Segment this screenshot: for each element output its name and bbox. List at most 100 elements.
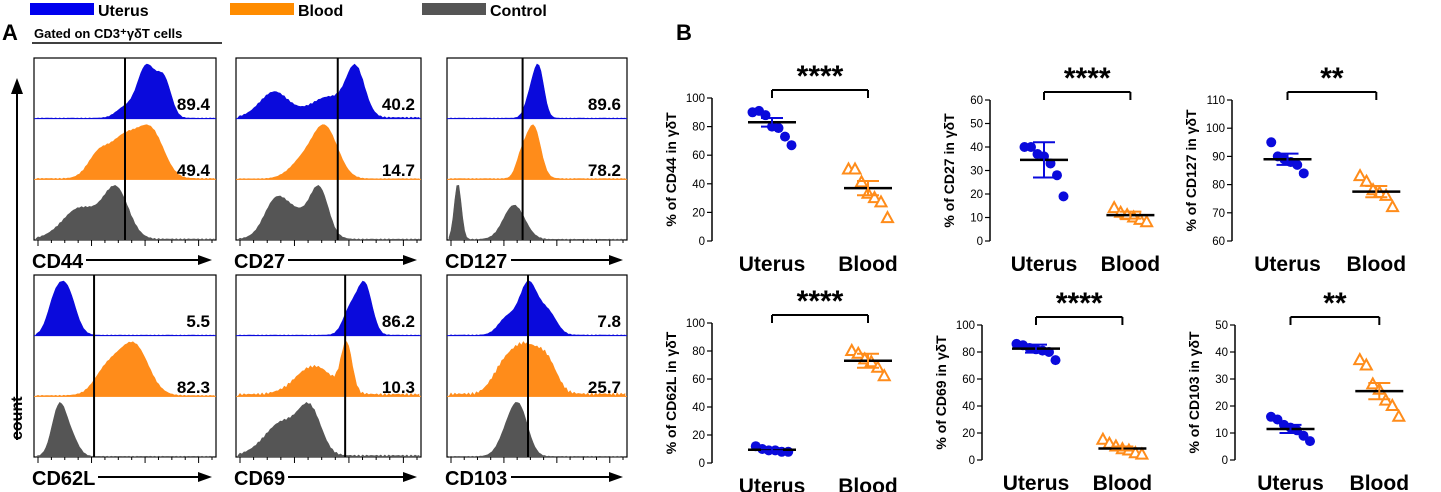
- significance-stars: **: [1323, 287, 1347, 320]
- histogram-frame: [235, 274, 422, 458]
- scatter-plot-4: 0 20 40 60 80 100 % of CD62L in γδT Uterus Blood…: [663, 285, 898, 492]
- histogram-cd44-marker-label: CD44: [32, 251, 84, 273]
- y-tick-label: 90: [1212, 151, 1225, 163]
- y-tick-label: 20: [1215, 401, 1228, 413]
- y-axis-label: % of CD62L in γδT: [663, 331, 679, 454]
- histogram-x-axis-arrowhead: [198, 472, 212, 482]
- x-category-label: Uterus: [1254, 253, 1321, 276]
- gating-label: Gated on CD3⁺γδT cells: [34, 26, 182, 41]
- y-tick-label: 80: [962, 347, 975, 359]
- data-point-blood: [1134, 446, 1150, 460]
- data-point-uterus: [1052, 170, 1062, 181]
- y-axis-label: % of CD127 in γδT: [1183, 109, 1199, 232]
- x-category-label: Blood: [1101, 253, 1160, 276]
- count-axis-label: count: [9, 396, 26, 440]
- data-point-blood: [1095, 431, 1111, 445]
- histogram-x-axis-arrowhead: [403, 472, 417, 482]
- histogram-cd69-control-curve: [237, 401, 420, 458]
- y-tick-label: 30: [970, 166, 983, 178]
- x-category-label: Blood: [1347, 253, 1406, 276]
- y-tick-label: 0: [1222, 455, 1228, 467]
- histogram-cd27-uterus-value: 40.2: [382, 95, 415, 114]
- x-category-label: Uterus: [1003, 472, 1070, 492]
- y-tick-label: 20: [692, 430, 705, 442]
- count-axis: count: [9, 78, 26, 440]
- histogram-cd69-marker-label: CD69: [234, 468, 285, 490]
- histogram-cd69-uterus-curve: [237, 280, 420, 337]
- y-tick-label: 10: [970, 213, 983, 225]
- data-point-blood: [1352, 168, 1368, 182]
- histogram-cd44: 89.4 49.4 CD44: [32, 57, 217, 273]
- y-tick-label: 10: [1215, 428, 1228, 440]
- histogram-cd27-blood-value: 14.7: [382, 161, 415, 180]
- data-point-uterus: [773, 123, 784, 134]
- x-category-label: Blood: [838, 475, 897, 492]
- y-axis-label: % of CD44 in γδT: [663, 112, 679, 227]
- y-tick-label: 40: [970, 142, 983, 154]
- y-tick-label: 0: [699, 458, 705, 470]
- data-point-blood: [867, 190, 882, 204]
- histogram-x-axis-arrowhead: [609, 255, 623, 265]
- histogram-cd69: 86.2 10.3 CD69: [234, 274, 422, 490]
- panel-a-label: A: [2, 20, 18, 45]
- y-tick-label: 80: [692, 122, 705, 134]
- scatter-plot-5: 0 20 40 60 80 100 % of CD69 in γδT Uterus Blood *…: [933, 287, 1152, 492]
- histogram-cd127-blood-curve: [448, 124, 626, 180]
- histogram-cd62l-blood-curve: [35, 341, 215, 397]
- histogram-grid: 89.4 49.4 CD44 40.2 14.7 CD27 89.6 78.2 CD127 5.5…: [32, 57, 628, 490]
- histogram-cd103: 7.8 25.7 CD103: [445, 274, 628, 490]
- histogram-cd62l-uterus-value: 5.5: [186, 312, 210, 331]
- histogram-cd127: 89.6 78.2 CD127: [445, 57, 628, 273]
- histogram-cd62l: 5.5 82.3 CD62L: [32, 274, 217, 490]
- y-tick-label: 60: [962, 374, 975, 386]
- histogram-cd103-control-curve: [448, 402, 626, 458]
- histogram-cd62l-blood-value: 82.3: [177, 378, 210, 397]
- histogram-cd69-uterus-value: 86.2: [382, 312, 415, 331]
- histogram-x-axis-arrowhead: [198, 255, 212, 265]
- y-tick-label: 50: [970, 119, 983, 131]
- data-point-blood: [1106, 200, 1122, 214]
- significance-stars: ****: [797, 285, 844, 318]
- y-tick-label: 80: [1212, 180, 1225, 192]
- histogram-cd27-marker-label: CD27: [234, 251, 285, 273]
- legend-label-control: Control: [490, 3, 547, 20]
- y-tick-label: 100: [1206, 123, 1225, 135]
- y-tick-label: 40: [962, 401, 975, 413]
- y-tick-label: 40: [692, 402, 705, 414]
- legend-swatch-control: [422, 3, 486, 15]
- data-point-uterus: [1026, 142, 1036, 152]
- histogram-x-axis-arrowhead: [609, 472, 623, 482]
- count-axis-arrow: [11, 78, 23, 94]
- data-point-blood: [1359, 357, 1374, 371]
- data-point-uterus: [1266, 137, 1277, 148]
- y-tick-label: 100: [686, 318, 705, 330]
- data-point-blood: [1391, 408, 1406, 422]
- histogram-x-axis-arrowhead: [403, 255, 417, 265]
- x-category-label: Uterus: [1257, 472, 1324, 492]
- y-axis-label: % of CD103 in γδT: [1186, 331, 1202, 454]
- y-tick-label: 40: [1215, 347, 1228, 359]
- histogram-cd62l-marker-label: CD62L: [32, 468, 95, 490]
- histogram-cd69-blood-curve: [237, 341, 420, 397]
- y-tick-label: 0: [699, 236, 705, 248]
- y-tick-label: 70: [1212, 208, 1225, 220]
- histogram-cd69-blood-value: 10.3: [382, 378, 415, 397]
- data-point-uterus: [1305, 436, 1315, 447]
- panel-b-label: B: [676, 20, 692, 45]
- y-tick-label: 100: [686, 93, 705, 105]
- histogram-cd103-uterus-value: 7.8: [597, 312, 621, 331]
- data-point-blood: [1385, 397, 1400, 411]
- y-axis-label: % of CD69 in γδT: [933, 335, 949, 450]
- y-tick-label: 80: [692, 346, 705, 358]
- data-point-blood: [847, 161, 863, 175]
- data-point-blood: [844, 342, 859, 356]
- histogram-cd103-blood-curve: [448, 341, 626, 397]
- y-tick-label: 110: [1207, 95, 1225, 107]
- significance-stars: ****: [797, 60, 844, 93]
- data-point-blood: [877, 368, 892, 382]
- y-tick-label: 100: [956, 320, 975, 332]
- data-point-uterus: [786, 140, 797, 151]
- y-tick-label: 40: [692, 179, 705, 191]
